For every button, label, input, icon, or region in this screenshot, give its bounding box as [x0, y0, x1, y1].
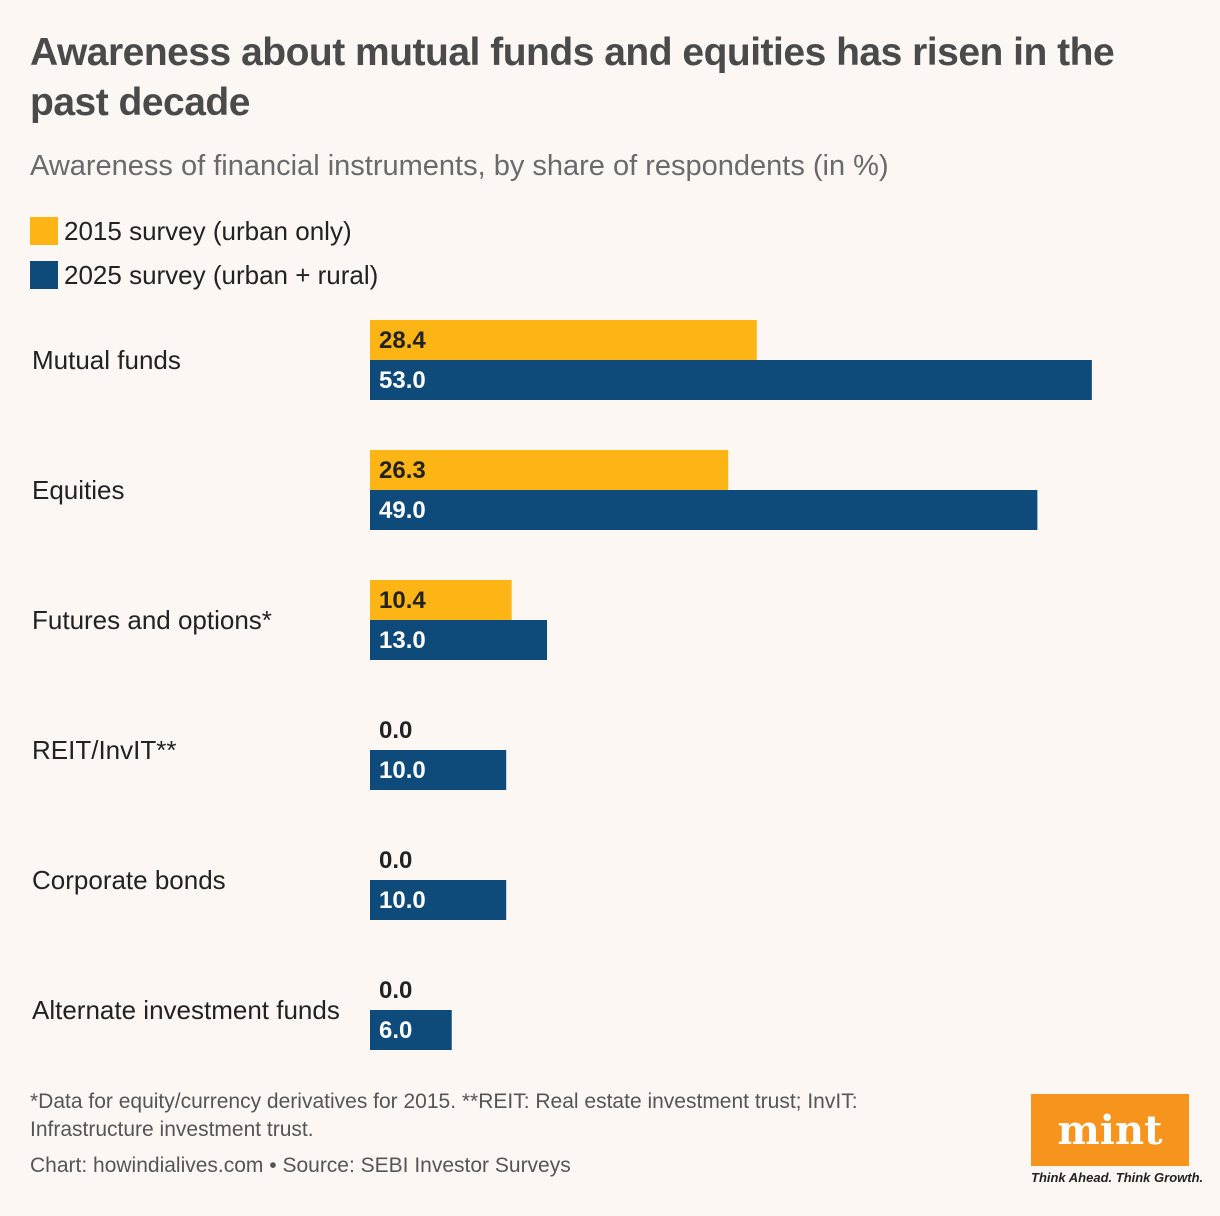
chart-subtitle: Awareness of financial instruments, by s… [30, 150, 889, 182]
bar-value-2025-reit-invit: 10.0 [379, 757, 426, 784]
bar-value-2015-equities: 26.3 [379, 457, 426, 484]
bar-value-2025-corporate-bonds: 10.0 [379, 887, 426, 914]
bar-value-2025-futures-and-options: 13.0 [379, 627, 426, 654]
mint-logo: mint [1031, 1094, 1189, 1166]
bar-2015-mutual-funds [370, 320, 757, 360]
bar-2025-futures-and-options [370, 620, 548, 660]
bar-2025-corporate-bonds [370, 880, 507, 920]
bar-2015-equities [370, 450, 729, 490]
legend-label-2015: 2015 survey (urban only) [64, 215, 352, 246]
bar-value-2015-mutual-funds: 28.4 [379, 327, 426, 354]
bar-2025-mutual-funds [370, 360, 1092, 400]
category-label-mutual-funds: Mutual funds [32, 345, 181, 375]
bar-chart: Mutual funds 28.4 53.0 Equities 26.3 49.0 Futu… [32, 320, 1092, 1050]
bar-value-2025-equities: 49.0 [379, 497, 426, 524]
category-label-corporate-bonds: Corporate bonds [32, 865, 226, 895]
bar-value-2025-alternate-investment-funds: 6.0 [379, 1017, 412, 1044]
logo-tagline: Think Ahead. Think Growth. [1031, 1170, 1204, 1185]
chart-title: Awareness about mutual funds and equitie… [30, 31, 1115, 124]
legend-swatch-2025 [30, 261, 58, 289]
bar-value-2015-futures-and-options: 10.4 [379, 587, 426, 614]
bar-value-2015-alternate-investment-funds: 0.0 [379, 977, 412, 1004]
category-label-equities: Equities [32, 475, 125, 505]
category-label-futures-and-options: Futures and options* [32, 605, 272, 635]
bar-2025-alternate-investment-funds [370, 1010, 452, 1050]
legend-item-2015: 2015 survey (urban only) [30, 216, 352, 246]
category-label-reit-invit: REIT/InvIT** [32, 735, 176, 765]
bar-value-2015-corporate-bonds: 0.0 [379, 847, 412, 874]
bar-value-2025-mutual-funds: 53.0 [379, 367, 426, 394]
legend-label-2025: 2025 survey (urban + rural) [64, 259, 379, 290]
bar-value-2015-reit-invit: 0.0 [379, 717, 412, 744]
bar-2025-reit-invit [370, 750, 507, 790]
legend-item-2025: 2025 survey (urban + rural) [30, 260, 378, 290]
bar-2015-futures-and-options [370, 580, 512, 620]
bar-2025-equities [370, 490, 1038, 530]
category-label-alternate-investment-funds: Alternate investment funds [32, 995, 340, 1025]
footnote: *Data for equity/currency derivatives fo… [30, 1090, 858, 1141]
source-line: Chart: howindialives.com • Source: SEBI … [30, 1154, 571, 1177]
legend-swatch-2015 [30, 217, 58, 245]
